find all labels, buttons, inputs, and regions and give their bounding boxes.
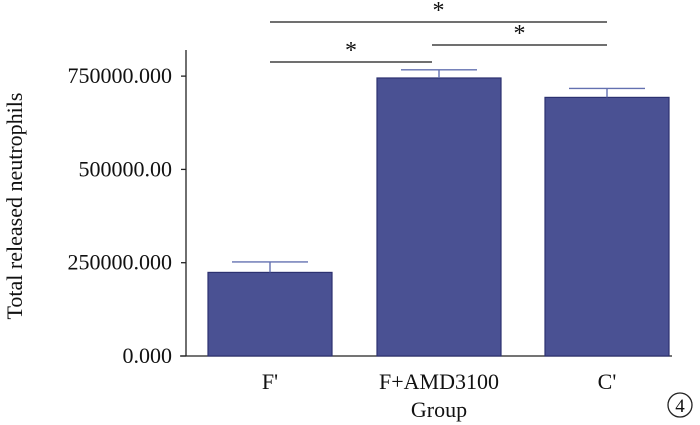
significance-star-0: * xyxy=(433,0,445,24)
panel-label-circle xyxy=(667,392,693,418)
y-axis-ticks: 0.000 250000.000 500000.00 750000.000 xyxy=(68,63,186,368)
panel-label-text: 4 xyxy=(675,396,685,417)
x-axis-label: Group xyxy=(411,397,467,422)
y-tick-label-1: 250000.000 xyxy=(68,250,173,275)
y-tick-label-3: 750000.000 xyxy=(68,63,173,88)
significance-brackets: * * * xyxy=(270,0,607,64)
significance-star-2: * xyxy=(514,21,526,47)
bar-0 xyxy=(207,271,333,357)
bars xyxy=(207,77,670,357)
x-tick-label-0: F' xyxy=(262,369,278,394)
bar-1 xyxy=(376,77,502,357)
significance-star-1: * xyxy=(345,38,357,64)
bar-2 xyxy=(544,96,670,357)
panel-label-badge: 4 xyxy=(667,392,693,418)
y-axis-label: Total released neutrophils xyxy=(2,93,27,320)
error-bars xyxy=(232,69,645,273)
x-tick-label-1: F+AMD3100 xyxy=(379,369,499,394)
x-axis-ticks: F' F+AMD3100 C' xyxy=(262,369,616,394)
y-tick-label-2: 500000.00 xyxy=(79,156,173,181)
x-tick-label-2: C' xyxy=(598,369,617,394)
y-tick-label-0: 0.000 xyxy=(123,343,173,368)
